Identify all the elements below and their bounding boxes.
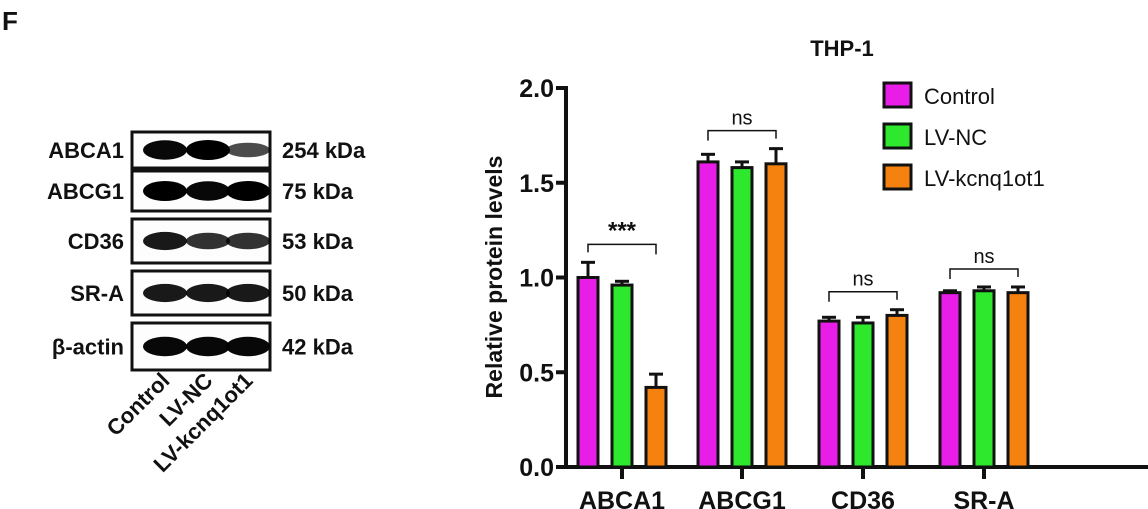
y-tick-label: 0.5 <box>519 359 554 387</box>
y-tick-label: 1.0 <box>519 265 554 293</box>
bar-lv-nc <box>853 323 873 467</box>
bar-control <box>819 321 839 467</box>
bar-lv-nc <box>612 285 632 467</box>
blot-row: β-actin 42 kDa <box>52 323 354 370</box>
x-tick-label: SR-A <box>953 487 1014 509</box>
significance-bracket <box>588 244 656 254</box>
significance-label: ns <box>852 269 873 291</box>
bar-control <box>940 293 960 467</box>
blot-band <box>143 337 187 356</box>
bar-lv-nc <box>974 291 994 467</box>
blot-row: ABCA1 254 kDa <box>48 132 366 168</box>
blot-band <box>226 181 270 201</box>
legend-label: LV-kcnq1ot1 <box>924 166 1045 191</box>
significance-bracket <box>708 131 776 141</box>
legend-item: LV-kcnq1ot1 <box>884 165 1045 191</box>
bar-lv-kcnq1ot1 <box>887 315 907 467</box>
blot-row: ABCG1 75 kDa <box>47 171 354 211</box>
legend-item: LV-NC <box>884 124 987 150</box>
legend-swatch <box>884 165 911 189</box>
blot-band <box>226 233 270 249</box>
blot-band <box>186 181 230 200</box>
blot-protein-label: CD36 <box>68 229 124 254</box>
blot-protein-label: ABCA1 <box>48 138 124 163</box>
blot-band <box>186 284 230 302</box>
blot-band <box>186 233 230 249</box>
blot-band <box>186 337 230 356</box>
blot-band <box>226 284 270 302</box>
x-tick-label: ABCG1 <box>698 487 786 509</box>
legend-swatch <box>884 124 911 148</box>
legend-item: Control <box>884 83 995 109</box>
y-axis-label: Relative protein levels <box>481 156 507 399</box>
blot-size-label: 42 kDa <box>282 335 354 360</box>
bar-lv-kcnq1ot1 <box>1008 293 1028 467</box>
bar-control <box>698 162 718 467</box>
blot-size-label: 75 kDa <box>282 179 354 204</box>
blot-size-label: 254 kDa <box>282 138 366 163</box>
significance-label: *** <box>608 217 637 244</box>
significance-bracket <box>950 269 1018 279</box>
bar-chart: THP-1 Relative protein levels 0.0 0.5 1.0 1.5… <box>481 36 1148 509</box>
blot-protein-label: ABCG1 <box>47 179 124 204</box>
bar-lv-kcnq1ot1 <box>646 387 666 467</box>
y-tick-label: 0.0 <box>519 454 554 482</box>
bar-control <box>578 278 598 468</box>
significance-bracket <box>829 292 897 302</box>
x-tick-label: ABCA1 <box>579 487 665 509</box>
blot-band <box>143 232 187 250</box>
blot-band <box>186 140 230 160</box>
blot-protein-label: SR-A <box>70 281 124 306</box>
blot-band <box>143 284 187 302</box>
y-tick-label: 2.0 <box>519 75 554 103</box>
panel-label: F <box>2 6 18 36</box>
significance-label: ns <box>973 246 994 268</box>
legend-label: Control <box>924 84 995 109</box>
blot-row: CD36 53 kDa <box>68 219 354 263</box>
blot-size-label: 50 kDa <box>282 281 354 306</box>
blot-band <box>226 143 270 158</box>
x-tick-label: CD36 <box>831 487 895 509</box>
chart-title: THP-1 <box>810 36 874 61</box>
blot-band <box>143 140 187 159</box>
bar-lv-kcnq1ot1 <box>766 164 786 467</box>
blot-band <box>226 337 270 356</box>
legend-swatch <box>884 83 911 107</box>
bar-lv-nc <box>732 168 752 467</box>
blot-row: SR-A 50 kDa <box>70 271 353 315</box>
legend-label: LV-NC <box>924 125 987 150</box>
blot-band <box>143 181 187 201</box>
blot-size-label: 53 kDa <box>282 229 354 254</box>
blot-protein-label: β-actin <box>52 335 124 360</box>
y-tick-label: 1.5 <box>519 170 554 198</box>
significance-label: ns <box>731 108 752 130</box>
western-blot: ABCA1 254 kDa ABCG1 75 kDa CD36 53 kDa SR-A 50 … <box>47 132 366 477</box>
